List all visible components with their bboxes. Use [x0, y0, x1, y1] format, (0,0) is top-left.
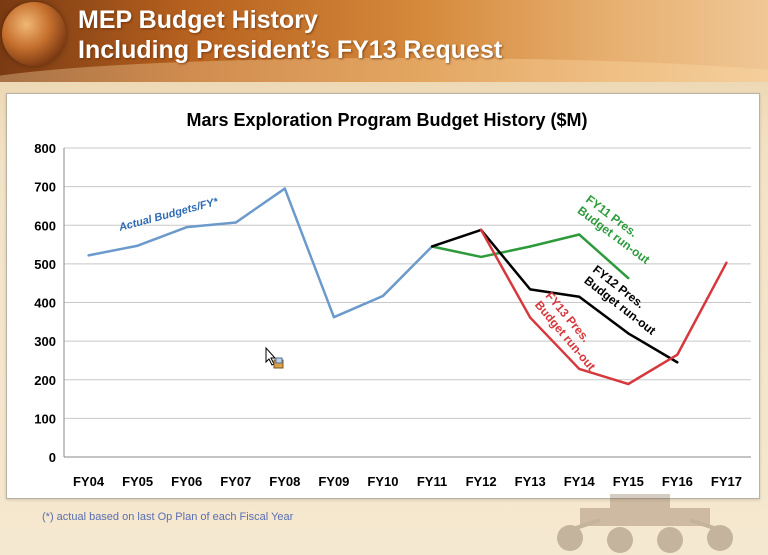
x-tick-label: FY07	[220, 474, 251, 489]
data-point	[528, 316, 532, 319]
data-point	[479, 255, 483, 259]
y-tick-label: 400	[34, 296, 56, 311]
x-tick-label: FY05	[122, 474, 153, 489]
series-line-1	[88, 187, 433, 319]
chart-panel: Mars Exploration Program Budget History …	[6, 93, 760, 499]
rover-watermark-icon	[557, 494, 733, 553]
mouse-cursor-icon	[265, 347, 284, 369]
data-point	[627, 382, 630, 386]
slide-title-line-1: MEP Budget History	[78, 6, 318, 34]
data-point	[479, 228, 483, 232]
data-point	[381, 294, 385, 298]
data-point	[627, 276, 630, 280]
y-tick-label: 500	[34, 257, 56, 272]
data-point	[725, 261, 728, 264]
annotation-text: Actual Budgets/FY*	[117, 196, 220, 234]
data-point	[627, 332, 630, 335]
data-point	[283, 187, 287, 190]
y-tick-label: 100	[34, 411, 56, 426]
gridlines	[64, 147, 751, 419]
y-tick-label: 800	[34, 141, 56, 156]
y-tick-label: 600	[34, 218, 56, 233]
axes: 0 100 200 300 400 500 600 700 800 FY04 FY05 FY06 FY0…	[34, 141, 751, 489]
series-annotation: FY11 Pres.Budget run-out	[575, 192, 653, 267]
x-tick-label: FY11	[417, 474, 447, 489]
y-tick-label: 0	[49, 450, 56, 465]
y-tick-label: 300	[34, 334, 56, 349]
data-point	[234, 221, 237, 224]
data-point	[578, 233, 581, 236]
data-point	[528, 245, 532, 248]
data-point	[676, 361, 679, 364]
x-tick-label: FY17	[711, 474, 742, 489]
series-line-3	[431, 228, 679, 364]
annotations: Actual Budgets/FY* FY11 Pres.Budget run-o…	[117, 192, 659, 373]
data-point	[676, 353, 679, 356]
x-tick-label: FY08	[269, 474, 300, 489]
data-point	[430, 245, 434, 248]
slide-title-line-2: Including President’s FY13 Request	[78, 36, 503, 64]
x-tick-label: FY14	[564, 474, 596, 489]
x-tick-label: FY12	[466, 474, 497, 489]
x-tick-label: FY16	[662, 474, 693, 489]
y-tick-label: 700	[34, 180, 56, 195]
x-tick-label: FY04	[73, 474, 105, 489]
data-point	[87, 254, 90, 257]
budget-history-chart: Mars Exploration Program Budget History …	[34, 110, 751, 489]
y-tick-label: 200	[34, 373, 56, 388]
series-annotation: Actual Budgets/FY*	[117, 196, 220, 234]
data-point	[578, 367, 581, 371]
chart-title: Mars Exploration Program Budget History …	[186, 110, 587, 130]
mars-planet-icon	[2, 2, 66, 66]
data-point	[185, 225, 188, 229]
title-banner: MEP Budget History Including President’s…	[0, 0, 768, 82]
x-tick-label: FY13	[515, 474, 546, 489]
footnote: (*) actual based on last Op Plan of each…	[42, 511, 294, 523]
series-line-4	[480, 229, 728, 386]
data-point	[528, 288, 532, 291]
series-lines	[87, 187, 728, 386]
x-tick-label: FY15	[613, 474, 644, 489]
x-tick-label: FY10	[367, 474, 398, 489]
x-tick-label: FY09	[318, 474, 349, 489]
x-tick-label: FY06	[171, 474, 202, 489]
data-point	[578, 295, 581, 298]
data-point	[136, 244, 139, 247]
data-point	[332, 315, 336, 319]
